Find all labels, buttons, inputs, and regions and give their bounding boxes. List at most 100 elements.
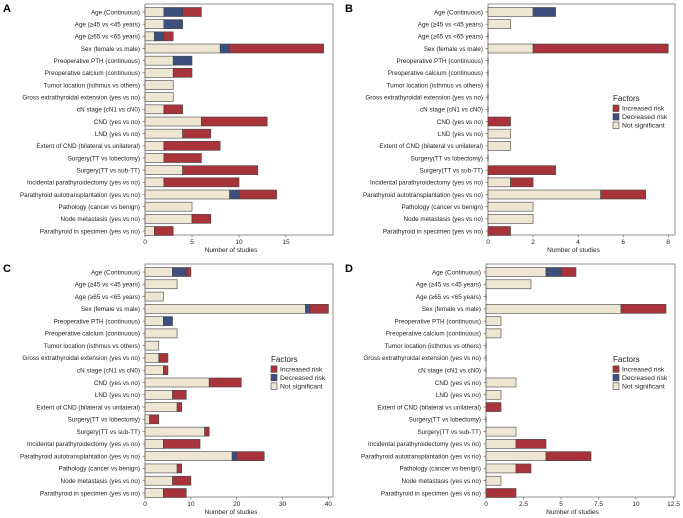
- bar-increased-risk: [176, 402, 182, 412]
- x-tick-label: 2.5: [519, 501, 528, 508]
- category-label: Sex (female vs male): [424, 46, 483, 53]
- category-label: Age (≥65 vs <65 years): [416, 294, 481, 301]
- legend-swatch: [270, 374, 278, 382]
- bar-increased-risk: [485, 402, 502, 412]
- bar-decreased-risk: [172, 267, 187, 277]
- bar-not-significant: [144, 316, 164, 326]
- legend-swatch: [612, 121, 620, 129]
- category-label: Age (Continuous): [434, 9, 483, 16]
- legend-swatch: [270, 382, 278, 390]
- legend-swatch: [612, 104, 620, 112]
- category-label: Pathology (cancer vs benign): [399, 466, 481, 473]
- category-label: Age (Continuous): [91, 9, 140, 16]
- bar-increased-risk: [172, 475, 192, 486]
- x-tick-label: 0: [484, 501, 488, 508]
- bar-not-significant: [485, 304, 622, 314]
- bar-not-significant: [144, 31, 155, 42]
- category-label: Parathyroid in specimen (yes vs no): [383, 228, 483, 235]
- panel-label: A: [3, 3, 11, 15]
- bar-not-significant: [144, 55, 174, 66]
- x-tick-label: 10: [632, 501, 640, 508]
- bar-not-significant: [144, 92, 174, 102]
- category-label: Incidental parathyroidectomy (yes vs no): [27, 441, 140, 448]
- category-label: LND (yes vs no): [95, 392, 140, 399]
- bar-not-significant: [144, 439, 164, 449]
- category-label: cN stage (cN1 vs cN0): [77, 368, 140, 375]
- x-axis-title: Number of studies: [547, 247, 600, 254]
- legend-label: Increased risk: [622, 106, 665, 113]
- category-label: Node metastasis (yes vs no): [402, 478, 481, 485]
- legend-title: Factors: [613, 94, 640, 103]
- panel-label: B: [345, 3, 353, 15]
- legend-swatch: [270, 365, 278, 373]
- x-tick-label: 12.5: [667, 501, 680, 508]
- bar-increased-risk: [487, 226, 511, 236]
- legend-label: Not significant: [622, 383, 665, 390]
- category-label: Parathyroid autotransplantation (yes vs …: [20, 453, 140, 460]
- legend-label: Decreased risk: [280, 375, 326, 382]
- category-label: Tumor location (isthmus vs others): [387, 82, 483, 89]
- bar-not-significant: [487, 19, 511, 29]
- bar-not-significant: [487, 214, 534, 224]
- category-label: Tumor location (isthmus vs others): [44, 82, 140, 89]
- category-label: CND (yes vs no): [435, 380, 481, 387]
- bar-not-significant: [487, 128, 511, 139]
- x-axis-title: Number of studies: [205, 247, 258, 254]
- category-label: Gross extrathyroidal extension (yes vs n…: [365, 94, 483, 101]
- bar-not-significant: [144, 389, 173, 400]
- bar-increased-risk: [620, 304, 667, 314]
- bar-not-significant: [144, 463, 178, 474]
- x-axis-title: Number of studies: [205, 509, 258, 516]
- category-label: Tumor location (isthmus vs others): [385, 343, 481, 350]
- bar-not-significant: [144, 226, 155, 236]
- legend-title: Factors: [271, 355, 298, 364]
- category-label: Age (≥45 vs <45 years): [416, 282, 481, 289]
- x-tick-label: 8: [666, 239, 670, 246]
- bar-not-significant: [485, 267, 547, 277]
- category-label: Parathyroid autotransplantation (yes vs …: [361, 453, 481, 460]
- bar-not-significant: [485, 475, 502, 486]
- category-label: Extent of CND (bilateral vs unilateral): [36, 404, 140, 411]
- bar-increased-risk: [191, 214, 212, 224]
- bar-not-significant: [144, 153, 165, 163]
- bar-increased-risk: [172, 68, 193, 78]
- bar-not-significant: [485, 377, 517, 388]
- bar-increased-risk: [163, 104, 183, 115]
- category-label: Surgery(TT vs lobectomy): [68, 417, 140, 424]
- legend-title: Factors: [613, 355, 640, 364]
- bar-decreased-risk: [229, 189, 240, 200]
- bar-increased-risk: [485, 488, 517, 498]
- bar-not-significant: [144, 68, 174, 78]
- category-label: Gross extrathyroidal extension (yes vs n…: [22, 355, 140, 362]
- category-label: Surgery(TT vs lobectomy): [68, 155, 140, 162]
- x-tick-label: 0: [143, 239, 147, 246]
- bar-not-significant: [144, 201, 193, 212]
- bar-increased-risk: [238, 189, 277, 200]
- category-label: Parathyroid in specimen (yes vs no): [40, 490, 140, 497]
- bar-increased-risk: [532, 43, 669, 54]
- panel-label: C: [3, 263, 11, 275]
- bar-increased-risk: [229, 43, 324, 54]
- bar-decreased-risk: [219, 43, 230, 54]
- legend-label: Not significant: [280, 383, 323, 390]
- category-label: Surgery(TT vs sub-TT): [76, 167, 140, 174]
- bar-not-significant: [144, 19, 165, 29]
- bar-increased-risk: [158, 353, 169, 363]
- bar-not-significant: [144, 377, 210, 388]
- bar-not-significant: [144, 165, 183, 175]
- bar-decreased-risk: [154, 31, 165, 42]
- bar-decreased-risk: [545, 267, 562, 277]
- bar-not-significant: [144, 353, 160, 363]
- x-tick-label: 7.5: [594, 501, 603, 508]
- x-tick-label: 40: [325, 501, 333, 508]
- category-label: Preoperative calcium (continuous): [388, 70, 483, 77]
- x-tick-label: 30: [279, 501, 287, 508]
- category-label: Preoperative calcium (continuous): [45, 331, 140, 338]
- category-label: Incidental parathyroidectomy (yes vs no): [370, 180, 483, 187]
- x-tick-label: 0: [143, 501, 147, 508]
- bar-not-significant: [485, 328, 502, 339]
- category-label: Preoperative calcium (continuous): [386, 331, 481, 338]
- bar-not-significant: [487, 189, 601, 200]
